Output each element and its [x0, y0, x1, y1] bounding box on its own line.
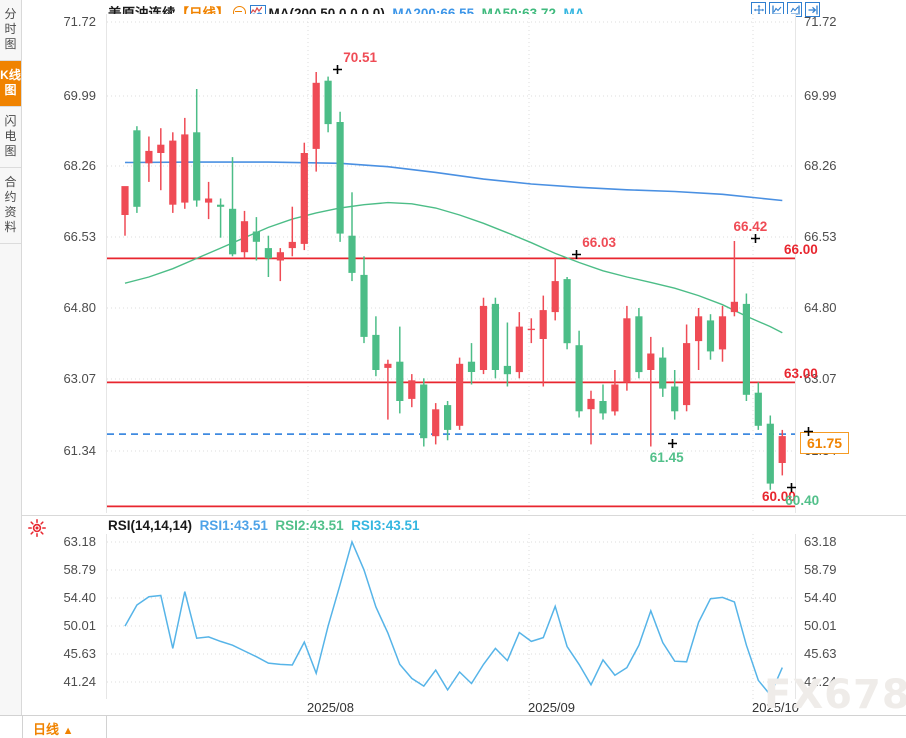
rsi-tick-left-0: 63.18	[63, 534, 96, 549]
price-tick-right-1: 69.99	[804, 88, 837, 103]
x-tick-2: 2025/10	[752, 700, 799, 715]
triangle-up-icon[interactable]: ▲	[62, 725, 74, 737]
fit-right-icon[interactable]	[805, 2, 820, 17]
sidebar-item-k-line-chart[interactable]: K线图	[0, 61, 21, 107]
rsi-tick-left-2: 54.40	[63, 590, 96, 605]
sidebar-label-1: K线图	[0, 68, 21, 97]
rsi-chart-pane: RSI(14,14,14) RSI1:43.51 RSI2:43.51 RSI3…	[22, 515, 906, 716]
bottom-period-label: 日线	[33, 722, 60, 737]
rsi1-value: RSI1:43.51	[199, 518, 268, 533]
crosshair-move-icon[interactable]	[751, 2, 766, 17]
rsi-tick-left-5: 41.24	[63, 674, 96, 689]
price-tick-left-2: 68.26	[63, 158, 96, 173]
sidebar-label-0: 分时图	[4, 7, 17, 51]
rsi-plot-area[interactable]	[106, 534, 796, 699]
rsi-tick-right-2: 54.40	[804, 590, 837, 605]
rsi-tick-left-1: 58.79	[63, 562, 96, 577]
x-tick-1: 2025/09	[528, 700, 575, 715]
annotation-high-70-51: 70.51	[343, 50, 377, 65]
annotation-high-66-03: 66.03	[582, 235, 616, 251]
current-price-tag[interactable]: 61.75	[800, 432, 850, 455]
annotation-low-60-40: 60.40	[785, 492, 820, 508]
price-tick-right-5: 63.07	[804, 371, 837, 386]
rsi-tick-right-0: 63.18	[804, 534, 837, 549]
hline-label-63: 63.00	[784, 366, 818, 382]
rsi-title: RSI(14,14,14)	[108, 518, 193, 533]
chart-toolbar	[751, 2, 820, 17]
rsi-tick-left-4: 45.63	[63, 646, 96, 661]
rsi-tick-right-4: 45.63	[804, 646, 837, 661]
bottom-bar: 日线 ▲	[0, 715, 906, 738]
price-tick-right-2: 68.26	[804, 158, 837, 173]
price-tick-left-4: 64.80	[63, 300, 96, 315]
rsi3-value: RSI3:43.51	[351, 518, 420, 533]
price-tick-right-0: 71.72	[804, 14, 837, 29]
price-chart-pane: 美原油连续【日线】 MA(200,50,0,0,0,0) MA200:66.55…	[22, 0, 906, 513]
sun-settings-icon[interactable]	[28, 519, 46, 537]
annotation-low-61-45: 61.45	[649, 450, 684, 466]
marker-high-66-42	[751, 234, 761, 244]
x-tick-0: 2025/08	[307, 700, 354, 715]
rsi-tick-right-3: 50.01	[804, 618, 837, 633]
bottom-divider-left	[22, 716, 23, 738]
bottom-period-button[interactable]: 日线 ▲	[33, 719, 74, 738]
price-tick-left-6: 61.34	[63, 443, 96, 458]
left-sidebar: 分时图 K线图 闪电图 合约资料	[0, 0, 22, 715]
sidebar-item-timeshare-chart[interactable]: 分时图	[0, 0, 21, 61]
marker-last-price	[804, 427, 814, 437]
price-tick-left-5: 63.07	[63, 371, 96, 386]
price-tick-right-3: 66.53	[804, 229, 837, 244]
price-series-svg	[107, 14, 795, 513]
hline-label-60: 60.00	[762, 489, 796, 505]
bottom-divider-right	[106, 716, 107, 738]
price-tick-left-1: 69.99	[63, 88, 96, 103]
sidebar-item-contract-info[interactable]: 合约资料	[0, 168, 21, 244]
rsi-tick-right-5: 41.24	[804, 674, 837, 689]
price-tick-right-4: 64.80	[804, 300, 837, 315]
rsi-tick-right-1: 58.79	[804, 562, 837, 577]
price-tick-left-3: 66.53	[63, 229, 96, 244]
marker-high-70-51	[333, 65, 343, 74]
sidebar-label-2: 闪电图	[4, 114, 17, 158]
marker-low-61-45	[667, 439, 677, 449]
sidebar-item-lightning-chart[interactable]: 闪电图	[0, 107, 21, 168]
marker-high-66-03	[572, 250, 582, 260]
rsi-series-svg	[107, 534, 795, 699]
price-plot-area[interactable]	[106, 14, 796, 513]
rsi-tick-left-3: 50.01	[63, 618, 96, 633]
annotation-high-66-42: 66.42	[733, 219, 768, 235]
hline-label-66: 66.00	[784, 242, 818, 258]
marker-low-60-40	[787, 482, 797, 492]
rsi2-value: RSI2:43.51	[275, 518, 344, 533]
rsi-legend: RSI(14,14,14) RSI1:43.51 RSI2:43.51 RSI3…	[108, 518, 419, 533]
sidebar-label-3: 合约资料	[4, 175, 17, 234]
price-tick-left-0: 71.72	[63, 14, 96, 29]
